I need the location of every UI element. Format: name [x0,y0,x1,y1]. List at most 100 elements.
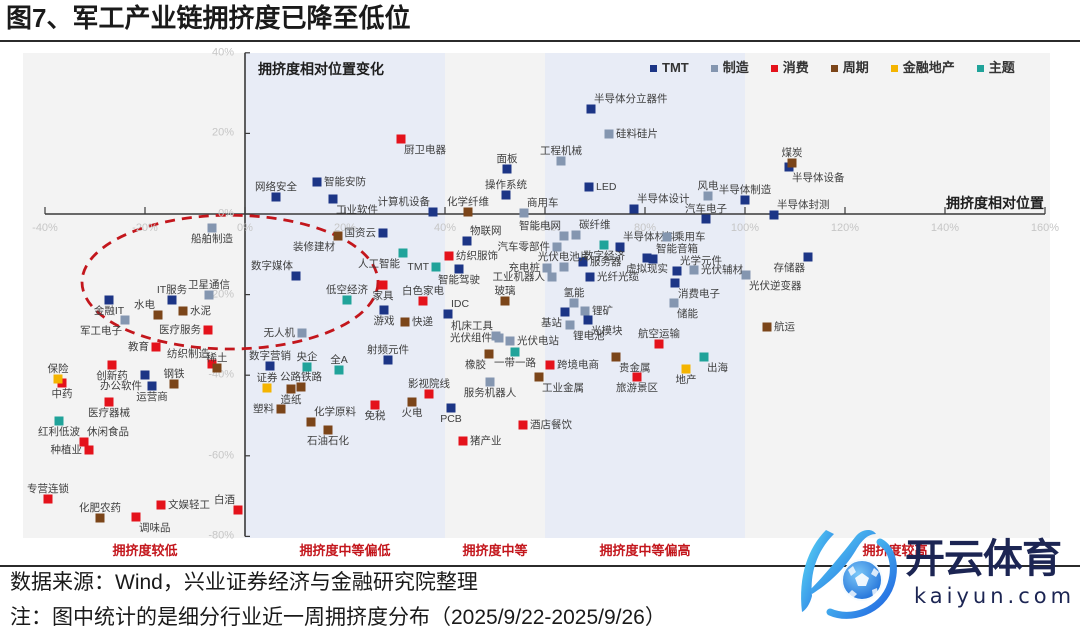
data-point-marker [454,264,464,274]
data-point-label: 无人机 [263,326,296,339]
data-point-label: 碳纤维 [579,218,611,231]
data-point-marker [140,370,150,380]
data-point-marker [689,265,699,275]
data-point-label: 钢铁 [163,368,185,381]
data-point-marker [79,437,89,447]
data-point-marker [424,389,434,399]
data-point-label: 装修建材 [293,241,335,254]
data-point-label: 国资云 [344,226,377,239]
data-point-label: 快递 [412,316,433,328]
data-point-marker [578,257,588,267]
data-point-marker [378,228,388,238]
x-tick-label: 120% [830,222,860,234]
data-point-marker [484,349,494,359]
data-point-label: 光模块 [591,324,623,337]
watermark-brand: 开云体育 [905,537,1062,581]
data-point-marker [271,192,281,202]
data-point-label: 人工智能 [358,258,400,271]
watermark-domain: kaiyun.com [914,584,1076,608]
x-tick-label: -20% [132,222,158,234]
data-point-label: 造纸 [280,393,302,406]
data-point-label: 一带一路 [494,356,536,369]
data-point-label: 稀土 [206,351,228,364]
legend-label: 消费 [782,60,809,75]
data-point-marker [378,280,388,290]
data-point-label: 水泥 [190,305,211,318]
data-point-marker [615,242,625,252]
legend-swatch-icon [830,64,838,72]
band-label: 拥挤度中等 [462,543,528,558]
title-divider [0,40,1080,42]
data-point-label: 操作系统 [485,179,527,192]
data-point-label: TMT [407,261,429,274]
data-point-marker [169,379,179,389]
data-point-label: 水电 [134,299,155,312]
data-point-marker [297,328,307,338]
data-point-label: 跨境电商 [557,359,599,372]
legend-label: 周期 [842,60,869,75]
data-point-marker [501,190,511,200]
data-point-marker [306,417,316,427]
data-point-marker [560,307,570,317]
data-point-marker [296,382,306,392]
data-point-label: 旅游景区 [616,381,658,394]
data-point-marker [542,263,552,273]
data-point-marker [741,270,751,280]
data-point-marker [699,352,709,362]
data-point-marker [642,253,652,263]
data-point-label: 储能 [677,308,698,321]
data-point-label: 中药 [51,387,73,400]
data-point-label: 纺织制造 [167,347,209,360]
y-tick-label: 40% [211,46,234,59]
data-point-label: 运营商 [136,391,168,404]
legend: TMT 制造 消费 周期 金融地产 主题 [650,60,1037,76]
legend-item-manufacturing: 制造 [710,60,749,76]
data-point-label: 酒店餐饮 [530,419,572,432]
data-point-marker [519,208,529,218]
data-point-label: 光伏组件 [450,332,492,345]
highlight-ellipse [80,213,380,351]
data-point-marker [669,298,679,308]
x-tick-label: 100% [730,222,760,234]
data-point-label: 低空经济 [326,283,368,296]
data-point-label: 全A [330,353,348,366]
data-point-marker [500,296,510,306]
data-point-marker [323,425,333,435]
data-point-label: 智能音箱 [656,243,698,256]
data-point-marker [167,295,177,305]
data-point-label: 氢能 [563,287,585,300]
x-tick-label: 0% [237,222,253,234]
data-point-marker [407,397,417,407]
data-point-marker [370,400,380,410]
data-point-label: 橡胶 [465,358,486,371]
data-point-marker [462,236,472,246]
data-point-label: 汽车电子 [685,202,727,215]
data-point-marker [672,266,682,276]
y-tick-label: 20% [211,126,234,139]
data-point-marker [585,272,595,282]
data-point-label: 煤炭 [781,146,803,159]
data-point-label: 半导体封测 [777,198,830,211]
data-point-label: 服务机器人 [463,387,517,400]
data-point-marker [302,362,312,372]
data-point-label: 充电桩 [508,262,541,274]
data-point-label: 厨卫电器 [404,144,446,157]
data-point-marker [444,251,454,261]
data-point-marker [547,272,557,282]
data-point-marker [670,278,680,288]
data-point-label: 办公软件 [100,380,142,393]
data-point-label: 数字营销 [249,349,291,362]
data-point-label: PCB [440,412,462,425]
data-point-label: 教育 [128,340,149,353]
data-point-marker [571,230,581,240]
data-point-label: 物联网 [470,225,502,237]
data-point-marker [312,177,322,187]
data-point-label: 工业金属 [542,381,584,394]
data-point-label: 金融IT [93,304,125,317]
data-point-marker [291,271,301,281]
data-point-label: 乘用车 [674,230,706,243]
data-point-label: 火电 [401,407,423,420]
data-point-marker [545,360,555,370]
data-point-marker [84,445,94,455]
